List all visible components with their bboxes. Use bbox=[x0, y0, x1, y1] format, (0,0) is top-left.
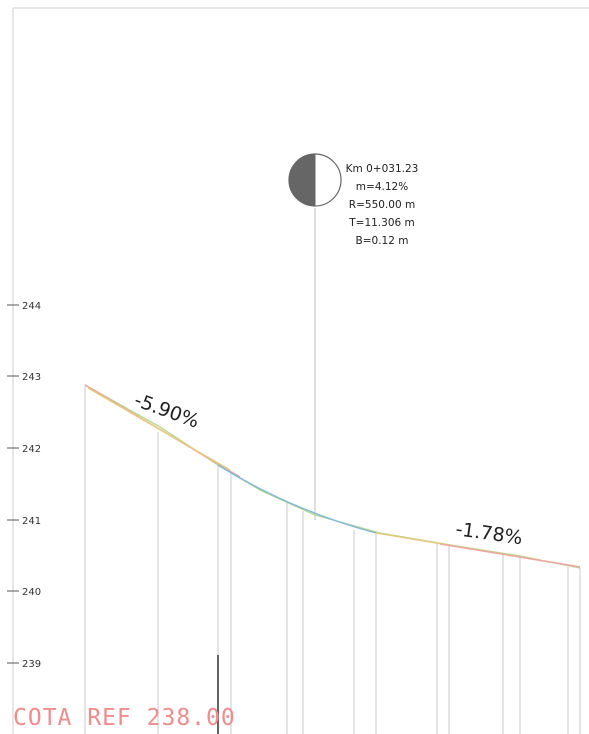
curve-external: B=0.12 m bbox=[356, 235, 409, 247]
profile-lines bbox=[84, 384, 581, 569]
station-lines bbox=[84, 385, 581, 734]
piv-marker-filled-half bbox=[289, 154, 315, 206]
y-tick-label-243: 243 bbox=[22, 372, 41, 383]
piv-marker bbox=[288, 153, 342, 207]
y-tick-label-244: 244 bbox=[22, 301, 41, 312]
vertical-curve-line bbox=[217, 464, 377, 534]
reference-elevation-label: COTA REF 238.00 bbox=[13, 705, 236, 731]
curve-radius: R=550.00 m bbox=[349, 199, 415, 211]
curve-grade-diff: m=4.12% bbox=[356, 181, 408, 193]
curve-station: Km 0+031.23 bbox=[346, 163, 419, 175]
y-tick-label-241: 241 bbox=[22, 516, 41, 527]
grade-label-left: -5.90% bbox=[131, 389, 202, 433]
terrain-line bbox=[84, 384, 581, 569]
y-tick-label-239: 239 bbox=[22, 659, 41, 670]
y-tick-label-242: 242 bbox=[22, 444, 41, 455]
curve-tangent: T=11.306 m bbox=[348, 217, 415, 229]
y-axis: 239 240 241 242 243 244 bbox=[7, 301, 41, 670]
grade-label-right: -1.78% bbox=[454, 518, 524, 549]
y-tick-label-240: 240 bbox=[22, 587, 41, 598]
vertical-curve-info: Km 0+031.23 m=4.12% R=550.00 m T=11.306 … bbox=[346, 163, 419, 247]
grade-line-right-red bbox=[439, 543, 581, 568]
grade-line-left-yellow bbox=[87, 387, 231, 471]
